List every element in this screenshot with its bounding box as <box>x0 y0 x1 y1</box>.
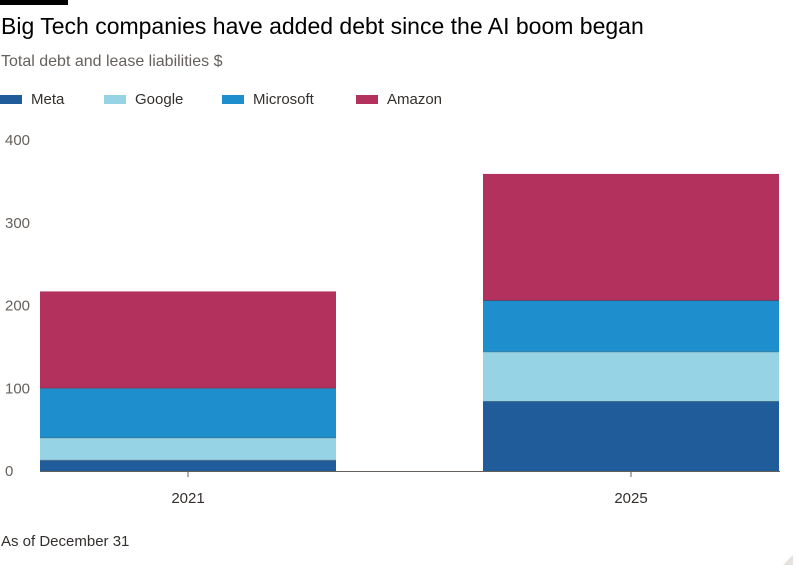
legend-item-amazon: Amazon <box>356 88 442 110</box>
y-tick-label: 200 <box>5 298 30 315</box>
legend-label-google: Google <box>135 90 184 108</box>
chart-legend: Meta Google Microsoft Amazon <box>0 88 799 110</box>
legend-item-meta: Meta <box>0 88 64 110</box>
legend-item-microsoft: Microsoft <box>222 88 314 110</box>
x-tick-label: 2021 <box>171 490 204 507</box>
legend-label-amazon: Amazon <box>387 90 443 108</box>
bar-segment-amazon-2025 <box>483 173 779 301</box>
bar-segment-google-2021 <box>40 437 336 461</box>
legend-item-google: Google <box>104 88 183 110</box>
corner-fold-icon <box>783 555 793 565</box>
brand-top-bar <box>0 0 68 5</box>
x-tick-label: 2025 <box>614 490 647 507</box>
chart-footnote: As of December 31 <box>1 533 130 550</box>
legend-swatch-microsoft <box>222 94 244 104</box>
bar-segment-microsoft-2021 <box>40 388 336 438</box>
y-tick-label: 0 <box>5 463 13 480</box>
bar-segment-google-2025 <box>483 351 779 402</box>
bar-segment-meta-2021 <box>40 460 336 471</box>
legend-label-meta: Meta <box>31 90 65 108</box>
chart-title: Big Tech companies have added debt since… <box>1 13 644 39</box>
legend-swatch-google <box>104 94 126 104</box>
bar-segment-microsoft-2025 <box>483 300 779 352</box>
y-tick-label: 100 <box>5 380 30 397</box>
legend-swatch-amazon <box>356 94 378 104</box>
legend-label-microsoft: Microsoft <box>253 90 314 108</box>
legend-swatch-meta <box>0 94 22 104</box>
y-tick-label: 400 <box>5 132 30 149</box>
y-tick-label: 300 <box>5 215 30 232</box>
bar-segment-amazon-2021 <box>40 291 336 389</box>
chart-subtitle: Total debt and lease liabilities $ <box>1 53 223 70</box>
bar-segment-meta-2025 <box>483 401 779 471</box>
